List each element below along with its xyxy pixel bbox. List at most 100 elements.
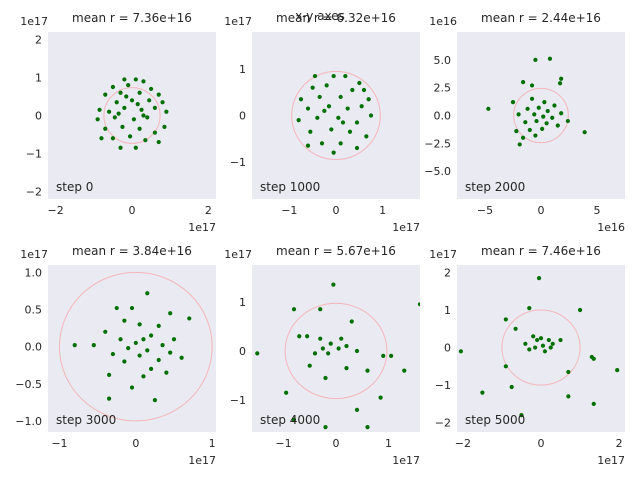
scatter-point	[110, 351, 116, 357]
x-tick-label: 0	[538, 204, 545, 217]
scatter-point	[145, 115, 150, 120]
scatter-point	[517, 142, 522, 147]
scatter-point	[338, 141, 343, 146]
scatter-point	[122, 318, 127, 323]
scatter-point	[503, 364, 508, 369]
scatter-point	[110, 136, 116, 141]
scatter-point	[118, 337, 123, 342]
scatter-point	[331, 282, 336, 287]
scatter-point	[318, 307, 323, 312]
plot-area	[95, 77, 169, 150]
scatter-point	[152, 130, 158, 135]
scatter-point	[156, 323, 161, 328]
scatter-point	[320, 346, 325, 351]
scatter-point	[331, 73, 336, 79]
x-offset-label: 1e17	[188, 221, 216, 234]
scatter-point	[566, 369, 571, 375]
scatter-point	[344, 366, 349, 371]
scatter-point	[103, 329, 108, 334]
scatter-point	[336, 115, 341, 120]
scatter-point	[324, 83, 329, 88]
scatter-point	[340, 120, 346, 125]
scatter-point	[305, 334, 310, 339]
scatter-point	[296, 118, 301, 123]
scatter-point	[529, 83, 535, 88]
scatter-point	[145, 291, 150, 296]
scatter-point	[510, 100, 516, 105]
scatter-point	[95, 117, 100, 122]
scatter-point	[354, 145, 360, 151]
scatter-point	[520, 80, 526, 85]
scatter-point	[168, 350, 173, 355]
x-tick-label: 5	[594, 204, 601, 217]
scatter-point	[103, 126, 108, 131]
scatter-point	[338, 94, 343, 100]
subplot-3: −1 0 1 −1.0 −0.5 0.0 0.5 1.0 1e17 1e17 mean r = 3.…	[15, 244, 216, 467]
scatter-point	[523, 120, 528, 125]
scatter-point	[591, 356, 596, 361]
scatter-point	[114, 305, 119, 311]
y-tick-label: −0.5	[15, 378, 42, 391]
scatter-point	[527, 306, 532, 311]
scatter-point	[509, 384, 514, 390]
scatter-point	[160, 100, 165, 105]
scatter-point	[516, 112, 521, 117]
scatter-point	[548, 345, 553, 350]
y-tick-label: −2	[435, 417, 451, 430]
scatter-point	[550, 341, 555, 346]
scatter-point	[103, 92, 108, 97]
scatter-point	[298, 97, 304, 102]
subplots-grid: −2 0 2 −2 −1 0 1 2 1e17 1e17 mean r = 7.36e+16 step…	[15, 11, 625, 467]
scatter-point	[357, 80, 362, 86]
scatter-point	[148, 86, 154, 92]
mean-radius-circle	[291, 70, 381, 161]
y-tick-label: 5.0	[434, 54, 452, 67]
y-offset-label: 1e16	[429, 15, 457, 28]
subplot-title: mean r = 6.32e+16	[276, 11, 396, 25]
scatter-point	[291, 307, 297, 312]
subplot-1: −1 0 1 −1 0 1 1e17 1e17 mean r = 6.32e+16 step 10…	[224, 11, 420, 234]
subplot-title: mean r = 7.46e+16	[481, 244, 601, 258]
scatter-point	[122, 105, 127, 111]
scatter-point	[323, 424, 328, 430]
scatter-point	[559, 76, 564, 81]
scatter-point	[99, 136, 104, 141]
y-tick-label: 1	[239, 296, 246, 309]
x-tick-label: 1	[385, 437, 392, 450]
step-label: step 3000	[56, 413, 116, 427]
scatter-point	[145, 348, 150, 353]
scatter-point	[486, 106, 491, 111]
scatter-point	[143, 138, 148, 143]
scatter-point	[72, 343, 77, 348]
y-offset-label: 1e17	[20, 248, 48, 261]
scatter-point	[137, 322, 142, 327]
scatter-point	[147, 98, 152, 103]
scatter-point	[361, 87, 367, 93]
y-tick-label: 0	[35, 110, 42, 123]
scatter-point	[122, 77, 127, 82]
scatter-point	[315, 115, 320, 120]
scatter-point	[120, 124, 125, 129]
scatter-point	[97, 107, 102, 112]
scatter-point	[284, 390, 289, 395]
y-tick-label: 0.0	[25, 341, 43, 354]
scatter-point	[326, 351, 331, 356]
scatter-point	[156, 357, 161, 363]
scatter-point	[164, 109, 169, 114]
scatter-point	[312, 73, 318, 79]
step-label: step 1000	[260, 180, 320, 194]
x-tick-label: −2	[455, 437, 471, 450]
plot-area	[486, 56, 587, 147]
x-tick-label: 0	[129, 204, 136, 217]
scatter-point	[344, 343, 349, 349]
scatter-point	[323, 375, 328, 381]
y-tick-label: 2	[444, 267, 451, 280]
plot-area	[291, 70, 381, 161]
scatter-point	[179, 355, 184, 360]
scatter-point	[110, 84, 116, 90]
y-tick-label: 1.0	[25, 266, 43, 279]
subplot-0: −2 0 2 −2 −1 0 1 2 1e17 1e17 mean r = 7.36e+16 step…	[20, 11, 216, 234]
subplot-5: −2 0 2 −2 −1 0 1 2 1e17 1e17 mean r = 7.46e+16 step…	[429, 244, 625, 467]
